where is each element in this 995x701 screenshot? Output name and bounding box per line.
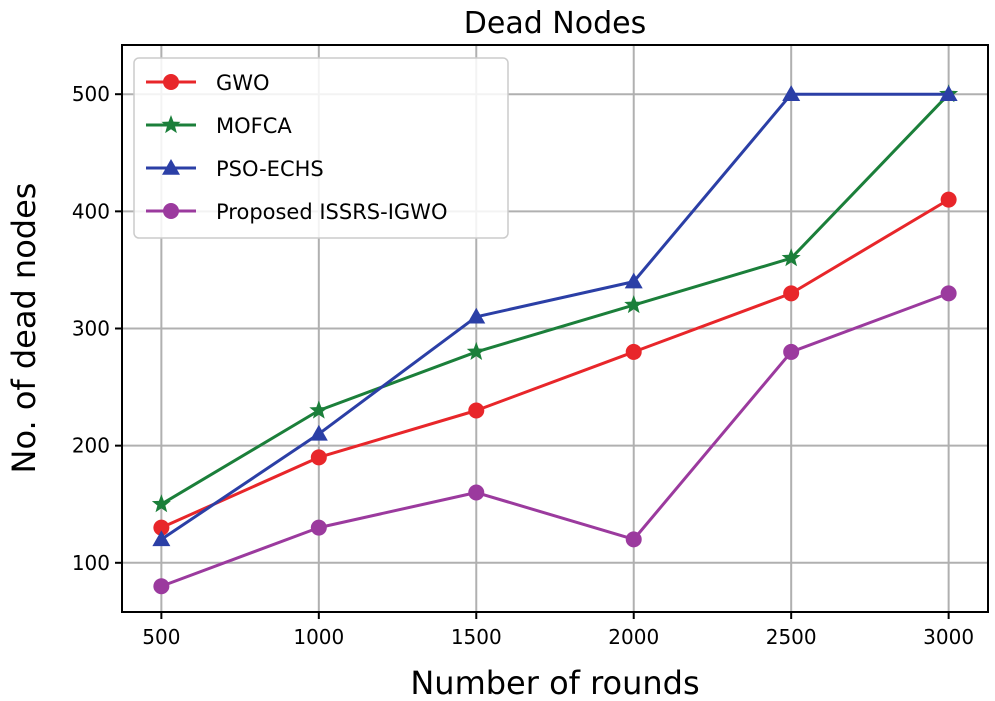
data-point-proposed-issrs-igwo: [625, 531, 642, 548]
data-point-gwo: [940, 191, 957, 208]
data-point-gwo: [310, 449, 327, 466]
series-pso-echs: [152, 85, 958, 547]
chart-title: Dead Nodes: [464, 6, 646, 41]
legend-marker: [162, 159, 180, 175]
data-point-mofca: [624, 295, 644, 314]
legend-entry-gwo: GWO: [146, 71, 270, 95]
x-tick-label: 1500: [451, 625, 502, 649]
legend-entry-pso-echs: PSO-ECHS: [146, 157, 324, 181]
data-point-pso-echs: [939, 85, 958, 101]
data-point-mofca: [151, 494, 171, 513]
x-tick-label: 3000: [923, 625, 974, 649]
data-point-gwo: [468, 402, 485, 419]
x-tick-label: 500: [142, 625, 180, 649]
legend-label: GWO: [216, 71, 270, 95]
legend-label: MOFCA: [216, 114, 292, 138]
series-gwo: [153, 191, 957, 536]
data-point-proposed-issrs-igwo: [153, 578, 170, 595]
data-point-mofca: [309, 400, 329, 419]
legend: GWO MOFCA PSO-ECHS Proposed ISSRS-IGWO: [133, 57, 509, 239]
data-point-proposed-issrs-igwo: [468, 484, 485, 501]
legend-marker: [163, 74, 179, 90]
data-point-mofca: [781, 248, 801, 267]
data-point-pso-echs: [309, 424, 328, 441]
series-line-gwo: [160, 198, 950, 530]
data-point-mofca: [466, 341, 486, 361]
legend-entry-proposed-issrs-igwo: Proposed ISSRS-IGWO: [146, 200, 447, 224]
axis-ticks: 500 1000 1500 2000 2500 3000 100 200 300 400 500: [72, 82, 974, 649]
legend-box: [133, 57, 509, 239]
data-point-proposed-issrs-igwo: [940, 285, 957, 302]
data-point-pso-echs: [467, 307, 486, 324]
data-point-pso-echs: [782, 85, 801, 101]
x-axis-label: Number of rounds: [410, 664, 699, 701]
y-tick-label: 500: [72, 82, 110, 106]
series-line-mofca: [160, 93, 950, 506]
y-tick-label: 300: [72, 317, 110, 341]
x-tick-label: 2500: [766, 625, 817, 649]
series-layer: [151, 84, 959, 595]
y-tick-label: 200: [72, 434, 110, 458]
x-tick-label: 1000: [293, 625, 344, 649]
series-line-proposed-issrs-igwo: [160, 291, 950, 588]
series-proposed-issrs-igwo: [153, 285, 957, 595]
x-tick-label: 2000: [608, 625, 659, 649]
y-tick-label: 100: [72, 551, 110, 575]
legend-label: PSO-ECHS: [216, 157, 324, 181]
data-point-gwo: [153, 519, 170, 536]
y-axis-label: No. of dead nodes: [5, 183, 43, 474]
data-point-pso-echs: [152, 530, 171, 547]
data-point-proposed-issrs-igwo: [310, 519, 327, 536]
legend-label: Proposed ISSRS-IGWO: [216, 200, 447, 224]
data-point-gwo: [783, 285, 800, 302]
series-line-pso-echs: [160, 92, 949, 541]
legend-marker: [161, 115, 181, 134]
y-tick-label: 400: [72, 199, 110, 223]
data-point-proposed-issrs-igwo: [783, 343, 800, 360]
legend-marker: [163, 203, 179, 219]
legend-entry-mofca: MOFCA: [146, 114, 292, 138]
data-point-pso-echs: [624, 272, 643, 289]
data-point-gwo: [625, 343, 642, 360]
